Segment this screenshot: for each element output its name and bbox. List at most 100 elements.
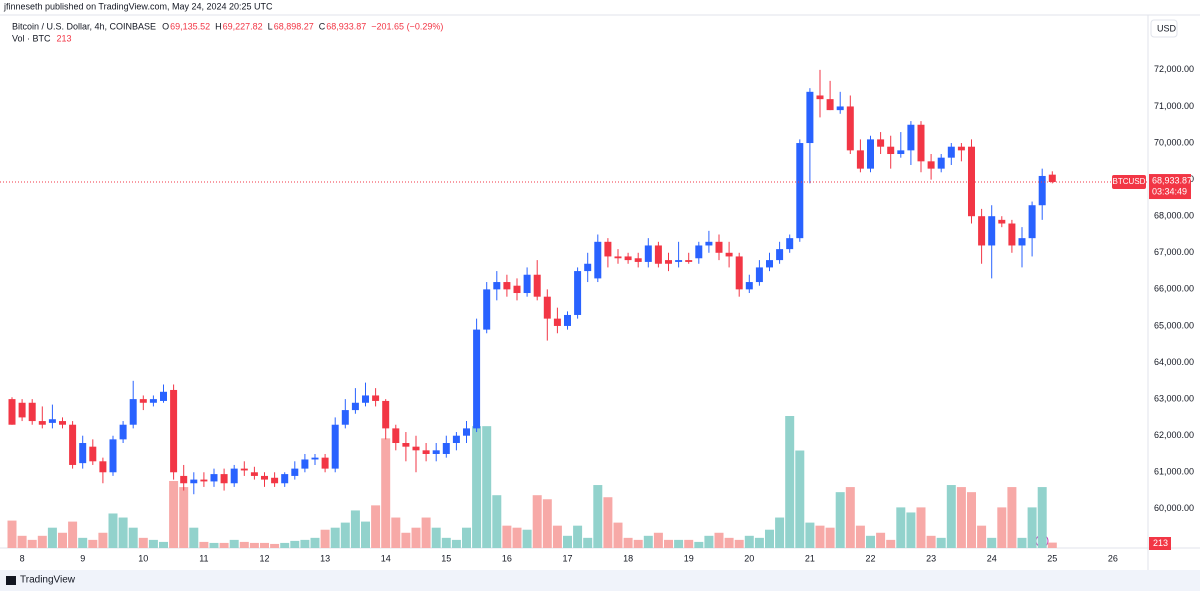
candle-body xyxy=(149,399,157,403)
candle-body xyxy=(392,428,400,444)
volume-bar xyxy=(855,525,865,548)
candle-body xyxy=(200,479,208,482)
volume-bar xyxy=(896,507,906,548)
x-tick-label: 21 xyxy=(805,553,815,563)
volume-bar xyxy=(542,499,552,548)
candle-body xyxy=(382,400,390,429)
currency-box xyxy=(1150,19,1178,38)
volume-bar xyxy=(744,535,754,548)
volume-bar xyxy=(967,492,976,548)
volume-bar xyxy=(462,527,471,548)
candle-body xyxy=(210,474,218,482)
candle-body xyxy=(978,216,986,246)
volume-bar xyxy=(825,527,835,548)
volume-bar xyxy=(472,426,482,548)
candle-body xyxy=(291,468,299,476)
x-tick-label: 14 xyxy=(381,553,391,563)
candle-body xyxy=(786,238,794,250)
volume-bar xyxy=(411,527,421,548)
volume-bar xyxy=(199,541,209,548)
candle-body xyxy=(634,258,642,262)
x-tick-label: 16 xyxy=(502,553,512,563)
candle-body xyxy=(351,402,359,411)
candle-body xyxy=(564,314,571,326)
candle-body xyxy=(1028,205,1036,239)
candle-body xyxy=(119,424,127,440)
volume-bar xyxy=(300,539,310,548)
volume-bar xyxy=(633,539,643,548)
candle-body xyxy=(362,395,369,403)
candle-body xyxy=(261,475,268,480)
volume-bar xyxy=(381,438,391,548)
candle-body xyxy=(109,439,117,473)
candle-body xyxy=(170,389,178,473)
volume-bar xyxy=(643,535,653,548)
candle-body xyxy=(533,274,541,297)
x-tick-label: 17 xyxy=(562,553,572,563)
candle-body xyxy=(442,443,450,454)
candle-body xyxy=(463,428,470,436)
candle-body xyxy=(927,161,935,169)
candle-body xyxy=(311,457,319,460)
volume-bar xyxy=(775,517,785,548)
volume-bar xyxy=(47,527,57,548)
candle-body xyxy=(715,241,723,253)
y-tick-label: 60,000.00 xyxy=(1154,503,1194,513)
volume-bar xyxy=(280,542,290,548)
candle-body xyxy=(543,296,551,319)
candle-body xyxy=(735,256,743,290)
x-tick-label: 25 xyxy=(1047,553,1057,563)
volume-bar xyxy=(219,542,229,548)
legend-value: 69,227.82 xyxy=(223,21,263,31)
candle-body xyxy=(412,446,420,451)
candle-body xyxy=(745,282,753,290)
candle-body xyxy=(685,260,693,262)
candle-body xyxy=(18,402,26,418)
candle-body xyxy=(271,477,279,484)
volume-bar xyxy=(724,537,734,548)
volume-bar xyxy=(1007,487,1017,548)
legend-value: 68,898.27 xyxy=(274,21,314,31)
volume-bar xyxy=(623,537,633,548)
candle-body xyxy=(907,124,915,151)
y-tick-label: 61,000.00 xyxy=(1154,467,1194,477)
candle-body xyxy=(867,139,874,169)
x-tick-label: 15 xyxy=(441,553,451,563)
candle-body xyxy=(624,256,632,261)
candle-body xyxy=(897,150,905,155)
volume-bar xyxy=(563,535,572,548)
candle-body xyxy=(89,446,97,462)
x-tick-label: 10 xyxy=(138,553,148,563)
footer: TradingView xyxy=(20,575,76,586)
volume-bar xyxy=(159,541,168,548)
x-tick-label: 22 xyxy=(865,553,875,563)
volume-bar xyxy=(391,517,401,548)
volume-bar xyxy=(431,527,441,548)
volume-bar xyxy=(98,532,108,548)
candle-body xyxy=(331,424,339,469)
candle-body xyxy=(806,91,814,144)
volume-bar xyxy=(916,507,926,548)
y-tick-label: 68,000.00 xyxy=(1154,211,1194,221)
legend-key: L xyxy=(268,21,273,31)
volume-bar xyxy=(260,542,269,548)
candle-body xyxy=(1038,175,1046,206)
volume-bar xyxy=(613,522,623,548)
candle-body xyxy=(341,410,349,425)
volume-bar xyxy=(987,537,997,548)
volume-bar xyxy=(815,525,825,548)
volume-bar xyxy=(866,535,875,548)
volume-bar xyxy=(1017,537,1027,548)
candle-body xyxy=(281,474,289,484)
price-tag: 68,933.87 xyxy=(1152,175,1192,185)
y-tick-label: 66,000.00 xyxy=(1154,284,1194,294)
candle-body xyxy=(665,260,672,264)
volume-bar xyxy=(320,529,330,548)
candle-body xyxy=(574,271,582,315)
volume-bar xyxy=(603,497,613,548)
candle-body xyxy=(69,424,77,465)
volume-bar xyxy=(108,513,118,548)
volume-tag-bg xyxy=(1149,537,1171,550)
candle-body xyxy=(523,274,531,294)
